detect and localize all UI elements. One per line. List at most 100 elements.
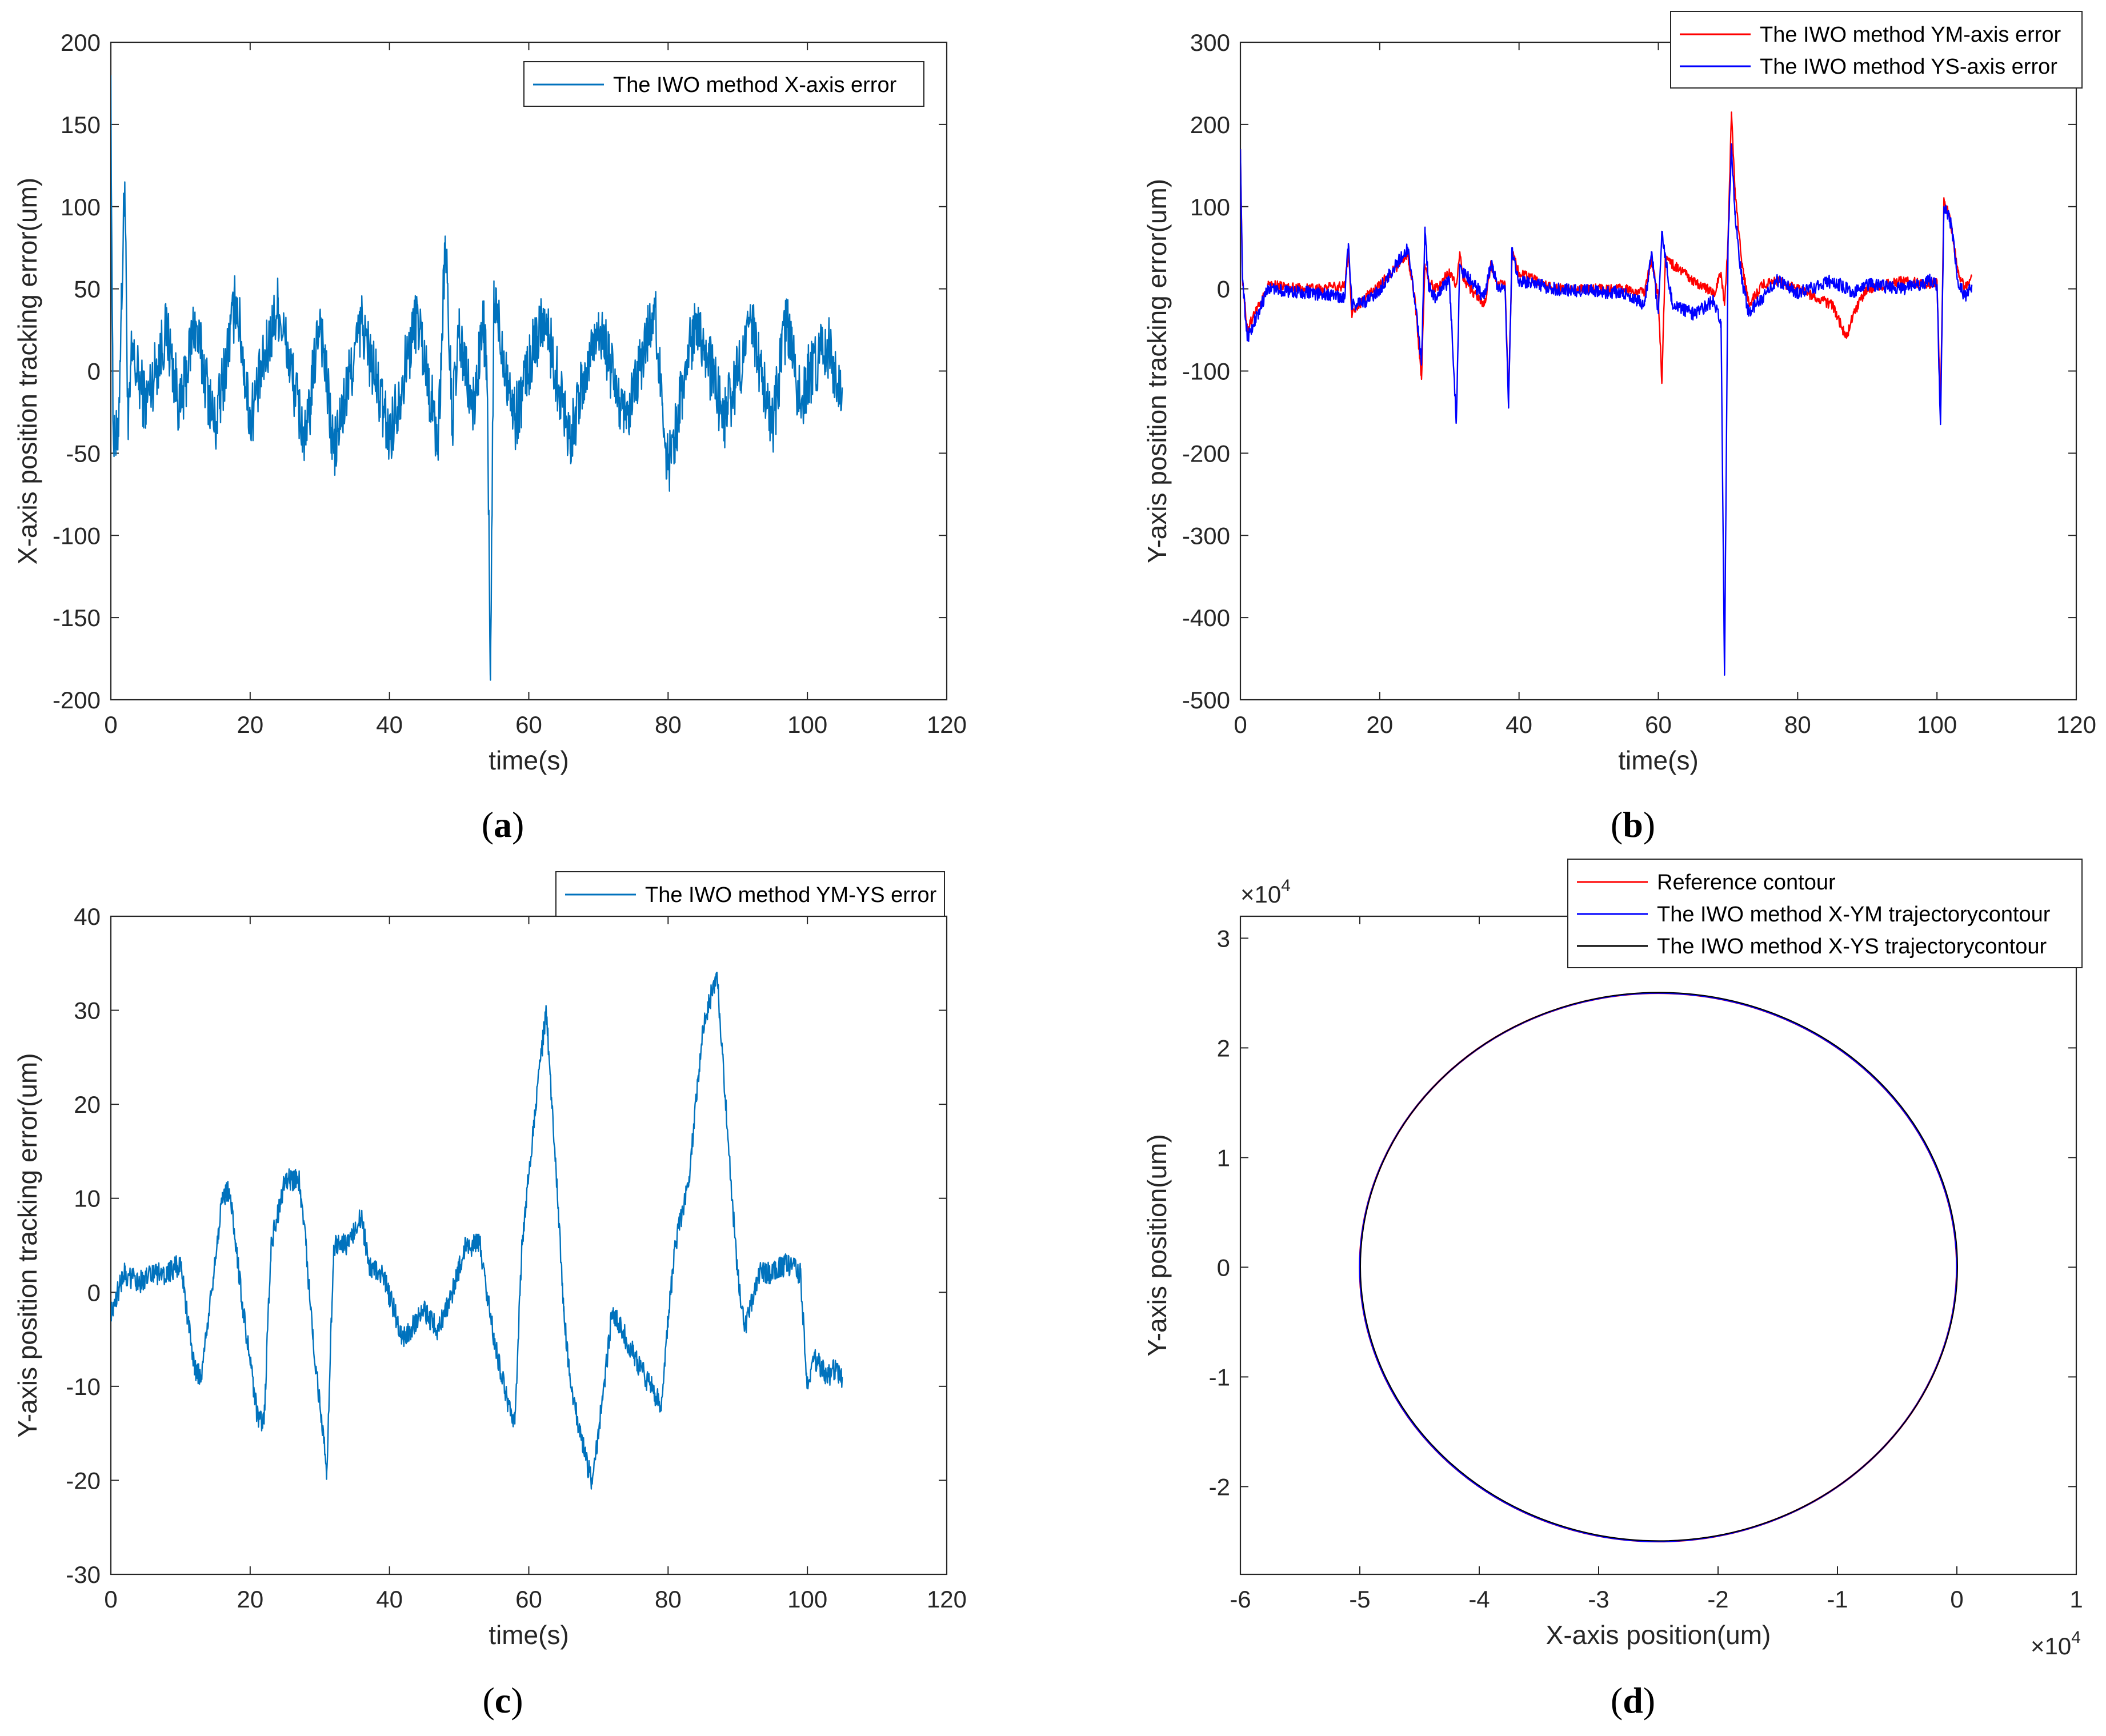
panel-label: (a) xyxy=(482,804,525,845)
series-line-0 xyxy=(111,972,843,1490)
y-tick-label: 0 xyxy=(87,358,101,385)
y-axis-label: Y-axis position tracking error(um) xyxy=(13,1053,42,1437)
y-tick-label: -200 xyxy=(1182,440,1230,467)
y-tick-label: 100 xyxy=(61,194,101,220)
y-tick-label: -30 xyxy=(66,1561,101,1588)
y-tick-label: -2 xyxy=(1209,1473,1230,1500)
y-tick-label: -200 xyxy=(53,687,101,713)
x-tick-label: -1 xyxy=(1827,1586,1848,1613)
y-tick-label: -100 xyxy=(53,522,101,549)
y-tick-label: 40 xyxy=(74,903,101,930)
x-tick-label: 0 xyxy=(1234,711,1247,738)
legend-entry: Reference contour xyxy=(1657,871,1836,895)
panel-c: 0 20 40 60 80 100 120 -30 -20 -10 0 10 20 30 40 time(s)… xyxy=(13,871,967,1721)
panel-label: (b) xyxy=(1611,804,1655,845)
y-tick-label: 3 xyxy=(1217,925,1230,952)
legend-entry: The IWO method YM-axis error xyxy=(1760,23,2061,47)
y-tick-label: -400 xyxy=(1182,604,1230,631)
y-tick-label: 300 xyxy=(1190,29,1230,56)
y-exponent-label: ×104 xyxy=(1240,876,1291,908)
x-tick-label: 40 xyxy=(1506,711,1532,738)
x-tick-label: -3 xyxy=(1588,1586,1609,1613)
x-tick-label: 20 xyxy=(237,1586,263,1613)
x-tick-label: -5 xyxy=(1349,1586,1370,1613)
x-axis-label: time(s) xyxy=(489,1620,569,1650)
x-tick-label: 120 xyxy=(927,1586,967,1613)
y-tick-label: -150 xyxy=(53,604,101,631)
legend-box xyxy=(1567,859,2083,968)
x-tick-label: 60 xyxy=(515,1586,542,1613)
axes-box xyxy=(1239,41,2077,701)
legend-box xyxy=(1670,11,2083,89)
x-tick-label: 100 xyxy=(787,1586,827,1613)
axes-box xyxy=(110,915,948,1575)
y-tick-label: -500 xyxy=(1182,687,1230,713)
x-tick-label: 20 xyxy=(237,711,263,738)
x-tick-label: 80 xyxy=(655,711,682,738)
panel-a: 0 20 40 60 80 100 120 -200 -150 -100 -50 0 50 100 150 2… xyxy=(13,29,967,845)
x-tick-label: 60 xyxy=(1645,711,1672,738)
x-tick-label: -4 xyxy=(1468,1586,1490,1613)
x-tick-label: 100 xyxy=(787,711,827,738)
y-tick-label: -20 xyxy=(66,1467,101,1494)
y-tick-label: -300 xyxy=(1182,522,1230,549)
panel-label: (c) xyxy=(482,1680,523,1721)
y-tick-label: 2 xyxy=(1217,1035,1230,1061)
legend-entry: The IWO method YS-axis error xyxy=(1760,55,2057,79)
series-line-1 xyxy=(1240,143,1973,676)
plot-area xyxy=(111,972,843,1490)
x-tick-label: 60 xyxy=(515,711,542,738)
x-exponent-label: ×104 xyxy=(2031,1628,2081,1659)
x-tick-label: 80 xyxy=(655,1586,682,1613)
plot-area xyxy=(1240,111,1973,676)
x-tick-label: 100 xyxy=(1917,711,1957,738)
y-tick-label: -100 xyxy=(1182,358,1230,385)
axes-box xyxy=(1239,915,2077,1575)
y-tick-label: 200 xyxy=(61,29,101,56)
legend-entry: The IWO method X-axis error xyxy=(613,73,897,97)
x-axis-label: time(s) xyxy=(1618,745,1699,775)
x-tick-label: 40 xyxy=(376,711,403,738)
x-tick-label: 80 xyxy=(1784,711,1811,738)
x-tick-label: 1 xyxy=(2069,1586,2083,1613)
y-axis-label: Y-axis position tracking error(um) xyxy=(1142,179,1172,563)
legend-entry: The IWO method X-YM trajectorycontour xyxy=(1657,903,2051,927)
y-tick-label: 200 xyxy=(1190,111,1230,138)
series-line-0 xyxy=(111,75,843,681)
y-tick-label: 0 xyxy=(87,1279,101,1306)
x-tick-label: 120 xyxy=(2056,711,2096,738)
panel-d: -6 -5 -4 -3 -2 -1 0 1 -2 -1 0 1 2 3 X-axis position(um… xyxy=(1142,859,2083,1721)
y-tick-label: 0 xyxy=(1217,276,1230,303)
x-axis-label: time(s) xyxy=(489,745,569,775)
legend-entry: The IWO method YM-YS error xyxy=(645,883,937,907)
y-tick-label: 20 xyxy=(74,1091,101,1118)
panel-b: 0 20 40 60 80 100 120 -500 -400 -300 -200 -100 0 100 2… xyxy=(1142,11,2096,845)
legend-entry: The IWO method X-YS trajectorycontour xyxy=(1657,935,2047,959)
y-tick-label: 100 xyxy=(1190,194,1230,220)
panel-label: (d) xyxy=(1611,1680,1655,1721)
x-tick-label: 0 xyxy=(1950,1586,1963,1613)
x-tick-label: -2 xyxy=(1707,1586,1728,1613)
x-tick-label: 40 xyxy=(376,1586,403,1613)
y-tick-label: -1 xyxy=(1209,1364,1230,1390)
x-tick-label: 0 xyxy=(104,711,117,738)
y-axis-label: Y-axis position(um) xyxy=(1142,1134,1172,1356)
x-tick-label: -6 xyxy=(1230,1586,1251,1613)
y-tick-label: 1 xyxy=(1217,1144,1230,1171)
x-tick-label: 0 xyxy=(104,1586,117,1613)
y-tick-label: 150 xyxy=(61,111,101,138)
plot-area xyxy=(111,75,843,681)
y-tick-label: -50 xyxy=(66,440,101,467)
y-tick-label: -10 xyxy=(66,1373,101,1400)
x-tick-label: 20 xyxy=(1366,711,1393,738)
plot-area xyxy=(1359,992,1958,1543)
series-x-ys-contour xyxy=(1360,992,1958,1542)
y-tick-label: 50 xyxy=(74,276,101,303)
y-axis-label: X-axis position tracking error(um) xyxy=(13,178,42,564)
y-tick-label: 0 xyxy=(1217,1254,1230,1281)
y-tick-label: 10 xyxy=(74,1185,101,1212)
x-axis-label: X-axis position(um) xyxy=(1546,1620,1771,1650)
x-tick-label: 120 xyxy=(927,711,967,738)
y-tick-label: 30 xyxy=(74,997,101,1024)
